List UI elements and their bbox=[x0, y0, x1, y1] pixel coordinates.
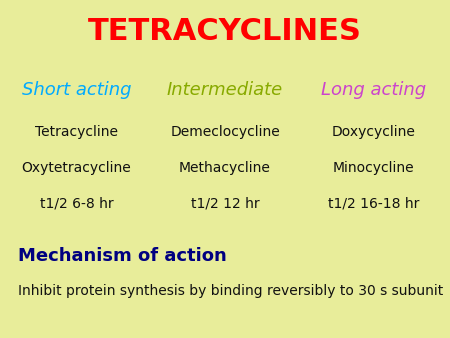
Text: t1/2 6-8 hr: t1/2 6-8 hr bbox=[40, 196, 113, 210]
Text: Oxytetracycline: Oxytetracycline bbox=[22, 161, 131, 174]
Text: Short acting: Short acting bbox=[22, 81, 131, 99]
Text: Long acting: Long acting bbox=[321, 81, 426, 99]
Text: Tetracycline: Tetracycline bbox=[35, 125, 118, 139]
Text: Methacycline: Methacycline bbox=[179, 161, 271, 174]
Text: Demeclocycline: Demeclocycline bbox=[170, 125, 280, 139]
Text: t1/2 16-18 hr: t1/2 16-18 hr bbox=[328, 196, 419, 210]
Text: Minocycline: Minocycline bbox=[333, 161, 414, 174]
Text: Intermediate: Intermediate bbox=[167, 81, 283, 99]
Text: Inhibit protein synthesis by binding reversibly to 30 s subunit: Inhibit protein synthesis by binding rev… bbox=[18, 284, 443, 298]
Text: t1/2 12 hr: t1/2 12 hr bbox=[191, 196, 259, 210]
Text: Mechanism of action: Mechanism of action bbox=[18, 247, 227, 265]
Text: TETRACYCLINES: TETRACYCLINES bbox=[88, 17, 362, 46]
Text: Doxycycline: Doxycycline bbox=[332, 125, 415, 139]
